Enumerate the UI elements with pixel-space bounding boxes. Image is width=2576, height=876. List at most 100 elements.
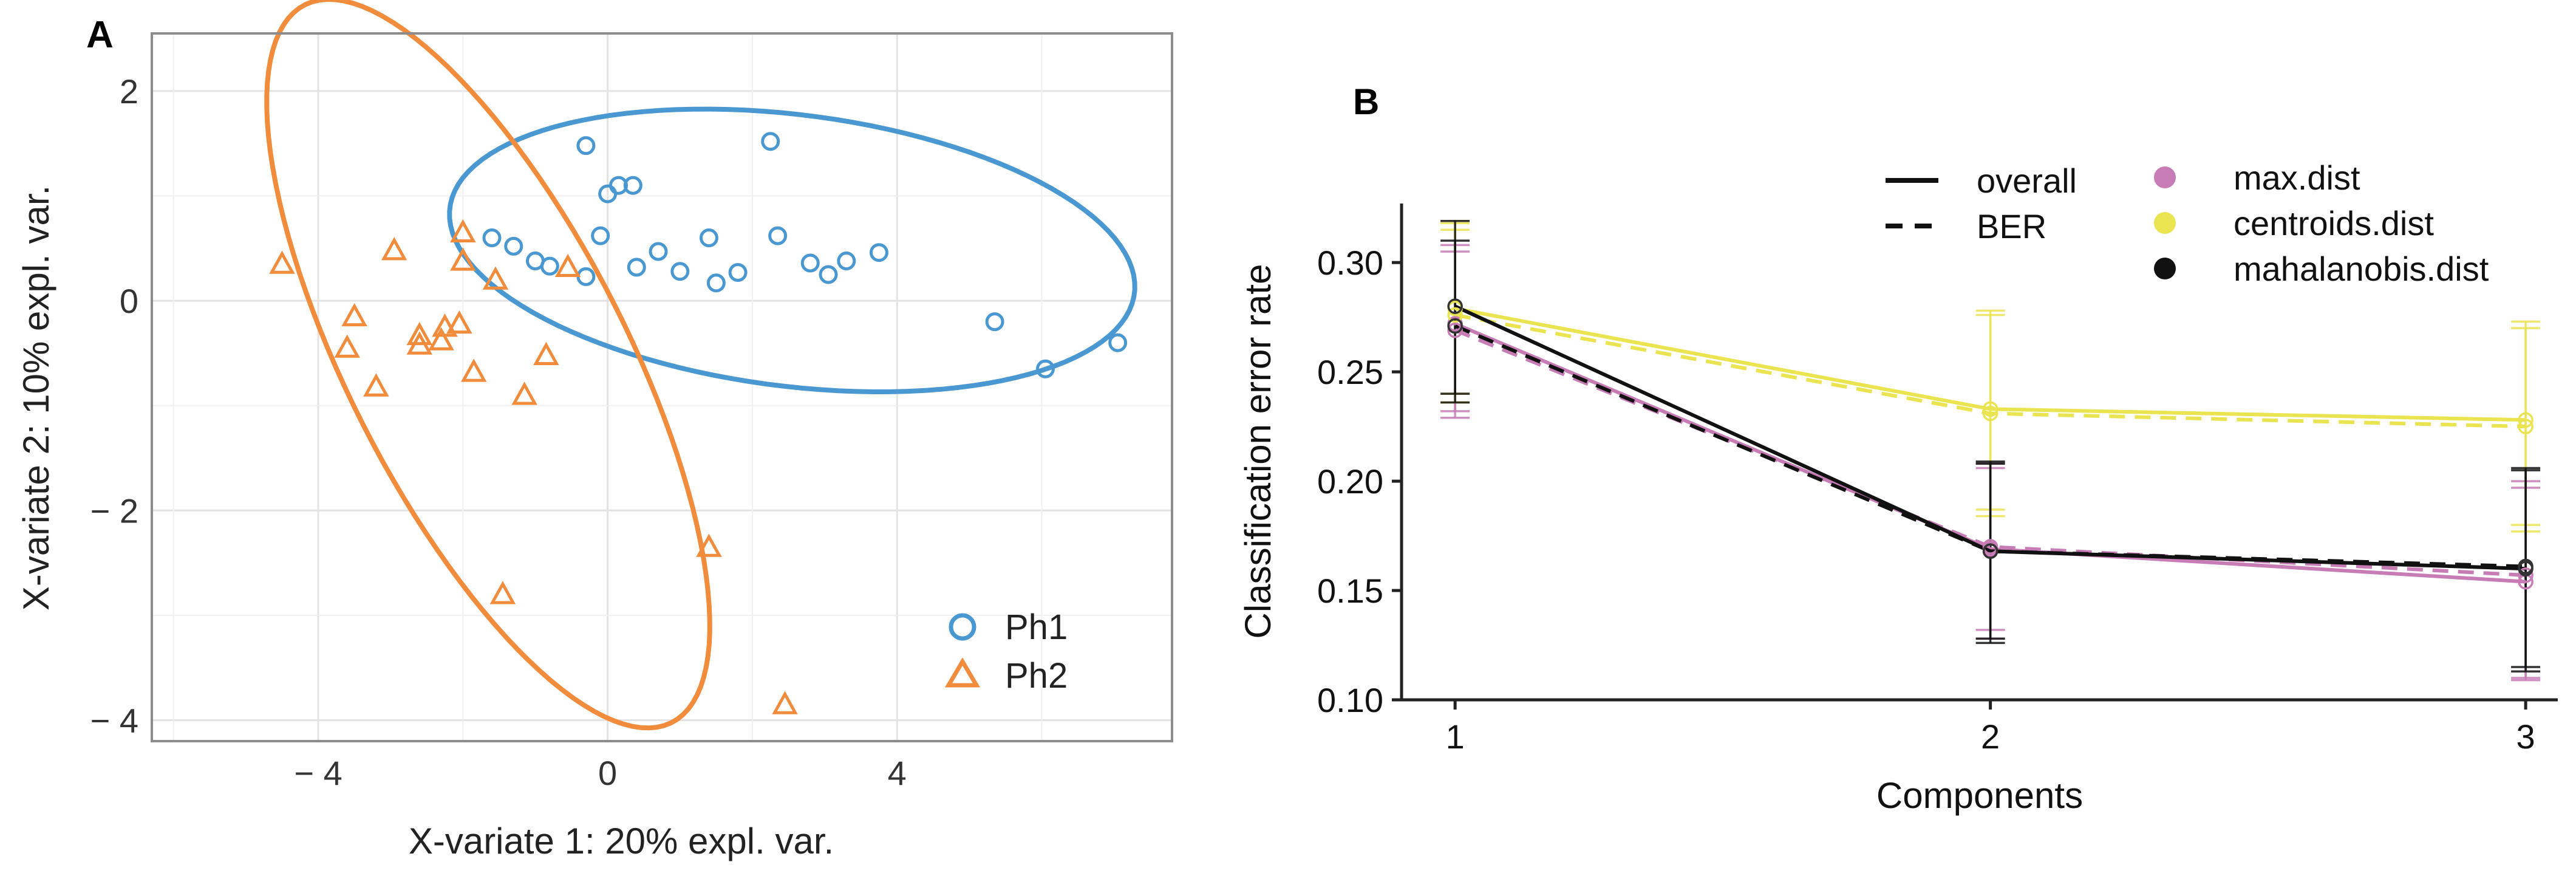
point-ph1	[670, 262, 690, 281]
point-ph1	[482, 228, 502, 248]
point-ph2	[334, 334, 360, 358]
point-ph1	[504, 236, 523, 256]
y-tick-label: 0.15	[1317, 572, 1383, 610]
x-tick-label: 0	[598, 754, 617, 792]
point-ph2	[772, 691, 798, 714]
point-ph2	[269, 250, 295, 274]
point-ph2	[533, 341, 559, 365]
point-ph2	[406, 331, 433, 355]
point-ph1	[819, 265, 838, 284]
point-marker-max-dist-ber	[2518, 567, 2533, 583]
point-ph1	[699, 228, 718, 248]
ellipse-ph2	[264, 0, 712, 731]
panel-b-linestyle-legend: overall BER	[1886, 162, 2077, 245]
y-tick-label: − 2	[90, 491, 138, 530]
point-marker-centroids-dist-ber	[1447, 307, 1463, 323]
legend-mahalanobis-dist-dot	[2154, 258, 2176, 279]
panel-a: A − 4 0 4 2 0 − 2 − 4 X-variate 1: 20% expl. …	[16, 0, 1173, 861]
y-tick-label: 0.30	[1317, 244, 1383, 282]
point-ph1	[598, 184, 618, 204]
point-marker-centroids-dist-ber	[1982, 405, 1998, 422]
point-ph2	[460, 358, 487, 382]
y-tick-label: 2	[120, 72, 138, 111]
panel-a-x-axis-title: X-variate 1: 20% expl. var.	[409, 821, 834, 861]
panel-b-error-bars	[1440, 220, 2541, 682]
point-ph2	[489, 581, 516, 604]
y-tick-label: 0.25	[1317, 353, 1383, 391]
x-tick-label: 3	[2516, 717, 2535, 756]
ellipse-ph1	[447, 106, 1137, 395]
point-ph2	[554, 253, 581, 277]
panel-b-distance-legend: max.dist centroids.dist mahalanobis.dist	[2154, 159, 2489, 288]
point-ph2	[450, 247, 476, 271]
point-marker-mahalanobis-dist-ber	[2518, 558, 2533, 575]
panel-b-x-ticks: 1 2 3	[1446, 700, 2535, 756]
point-ph1	[869, 243, 888, 262]
legend-max-dist-dot	[2154, 166, 2176, 188]
panel-a-label: A	[86, 14, 114, 56]
legend-ph1-label: Ph1	[1005, 607, 1068, 647]
panel-a-x-tick-labels: − 4 0 4	[294, 754, 906, 792]
point-ph2	[511, 382, 537, 405]
point-ph2	[341, 303, 367, 327]
legend-ph2-marker	[944, 657, 981, 688]
point-ph2	[406, 321, 433, 346]
panel-b-axes	[1400, 204, 2558, 702]
y-tick-label: 0	[120, 282, 138, 320]
x-tick-label: 2	[1981, 717, 2000, 756]
legend-ph1-marker	[949, 613, 976, 641]
legend-ber-label: BER	[1977, 207, 2046, 245]
point-ph1	[623, 176, 642, 195]
point-ph2	[450, 219, 476, 243]
point-ph1	[627, 258, 646, 277]
point-marker-mahalanobis-dist-ber	[1447, 318, 1463, 334]
point-ph1	[706, 273, 726, 293]
series-line-max-dist-overall	[1454, 322, 2526, 584]
panel-b-y-ticks: 0.10 0.15 0.20 0.25 0.30	[1317, 244, 1402, 719]
point-marker-centroids-dist-overall	[1982, 401, 1998, 417]
panel-b: B 0.10 0.15 0.20 0.25 0.30 1 2 3 Components Cl…	[1238, 81, 2558, 816]
panel-a-frame	[151, 32, 1173, 742]
panel-b-y-axis-title: Classification error rate	[1238, 264, 1278, 639]
point-marker-mahalanobis-dist-ber	[1982, 543, 1998, 559]
y-tick-label: − 4	[90, 701, 138, 739]
panel-a-y-axis-title: X-variate 2: 10% expl. var.	[16, 185, 56, 611]
legend-centroids-dist-dot	[2154, 212, 2176, 234]
legend-overall-label: overall	[1977, 162, 2077, 200]
y-tick-label: 0.10	[1317, 681, 1383, 719]
legend-centroids-dist-label: centroids.dist	[2234, 204, 2434, 242]
point-marker-centroids-dist-ber	[2518, 419, 2533, 434]
panel-a-grid	[152, 33, 1172, 741]
series-line-centroids-dist-ber	[1454, 313, 2526, 429]
legend-mahalanobis-dist-label: mahalanobis.dist	[2234, 250, 2489, 288]
point-ph2	[696, 533, 722, 557]
panel-a-background	[152, 33, 1172, 741]
point-marker-max-dist-ber	[1982, 539, 1998, 555]
x-tick-label: 4	[888, 754, 907, 792]
point-marker-centroids-dist-overall	[2518, 412, 2533, 428]
point-ph2	[363, 373, 389, 397]
point-ph1	[540, 256, 559, 276]
point-marker-mahalanobis-dist-overall	[1447, 298, 1463, 314]
x-tick-label: 1	[1446, 717, 1465, 756]
point-ph1	[768, 226, 788, 245]
point-ph2	[381, 237, 407, 261]
point-ph1	[1035, 359, 1055, 378]
panel-a-y-tick-labels: 2 0 − 2 − 4	[90, 72, 138, 740]
panel-b-label: B	[1353, 81, 1379, 122]
panel-a-legend: Ph1 Ph2	[944, 607, 1068, 696]
series-line-mahalanobis-dist-overall	[1454, 304, 2526, 571]
panel-a-confidence-ellipses	[264, 0, 1137, 731]
point-ph2	[446, 310, 472, 334]
point-ph1	[649, 242, 668, 261]
panel-b-lines	[1454, 304, 2526, 584]
legend-ph2-label: Ph2	[1005, 656, 1068, 696]
point-ph1	[761, 132, 780, 151]
point-ph2	[432, 313, 458, 337]
panel-b-x-axis-title: Components	[1876, 775, 2083, 816]
x-tick-label: − 4	[294, 754, 342, 792]
point-ph1	[837, 252, 856, 271]
point-ph1	[728, 263, 748, 282]
point-ph1	[576, 136, 596, 156]
